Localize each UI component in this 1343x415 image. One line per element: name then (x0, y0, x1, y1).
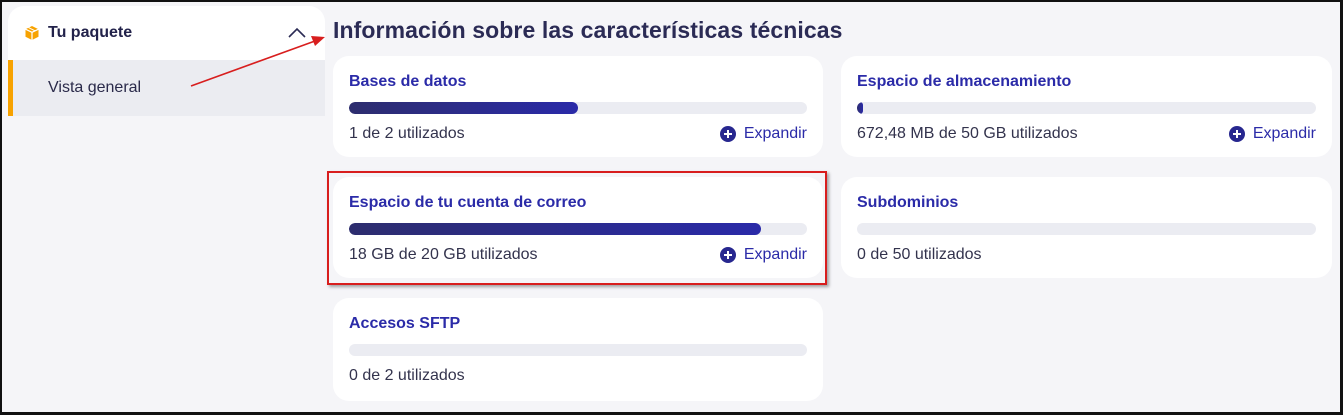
expand-button[interactable]: Expandir (719, 246, 807, 264)
expand-label: Expandir (743, 125, 807, 142)
sidebar-item-vista-general[interactable]: Vista general (8, 60, 325, 116)
chevron-up-icon[interactable] (287, 26, 307, 40)
expand-button[interactable]: Expandir (1228, 125, 1316, 143)
usage-text: 1 de 2 utilizados (349, 125, 465, 142)
expand-label: Expandir (743, 246, 807, 263)
usage-bar (349, 223, 807, 235)
usage-bar (857, 223, 1316, 235)
usage-bar (857, 102, 1316, 114)
usage-text: 672,48 MB de 50 GB utilizados (857, 125, 1078, 142)
expand-label: Expandir (1252, 125, 1316, 142)
card-title: Subdominios (857, 194, 959, 211)
package-icon (24, 25, 40, 41)
card-email-space: Espacio de tu cuenta de correo 18 GB de … (333, 177, 823, 278)
usage-bar (349, 102, 807, 114)
usage-bar-fill (857, 102, 863, 114)
sidebar-title: Tu paquete (48, 24, 133, 41)
expand-button[interactable]: Expandir (719, 125, 807, 143)
usage-bar (349, 344, 807, 356)
usage-bar-fill (349, 223, 762, 235)
usage-text: 18 GB de 20 GB utilizados (349, 246, 538, 263)
card-title: Espacio de almacenamiento (857, 73, 1072, 90)
plus-circle-icon (1228, 126, 1245, 142)
usage-bar-fill (349, 102, 578, 114)
card-databases: Bases de datos 1 de 2 utilizados Expandi… (333, 56, 823, 157)
package-sidebar: Tu paquete Vista general (8, 6, 325, 116)
card-storage: Espacio de almacenamiento 672,48 MB de 5… (841, 56, 1332, 157)
card-title: Bases de datos (349, 73, 467, 90)
card-sftp-access: Accesos SFTP 0 de 2 utilizados (333, 298, 823, 401)
package-section-toggle[interactable]: Tu paquete (8, 6, 325, 60)
usage-text: 0 de 50 utilizados (857, 246, 982, 263)
card-title: Espacio de tu cuenta de correo (349, 194, 587, 211)
usage-text: 0 de 2 utilizados (349, 367, 465, 384)
card-title: Accesos SFTP (349, 315, 461, 332)
plus-circle-icon (719, 247, 736, 263)
sidebar-item-label: Vista general (48, 79, 142, 96)
card-subdomains: Subdominios 0 de 50 utilizados (841, 177, 1332, 278)
plus-circle-icon (719, 126, 736, 142)
page-title: Información sobre las características té… (333, 17, 843, 43)
